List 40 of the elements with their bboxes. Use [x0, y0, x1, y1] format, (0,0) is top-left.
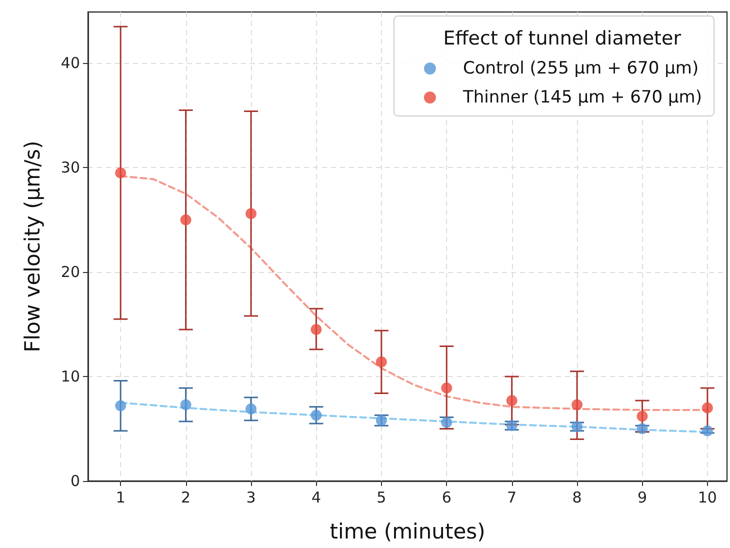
point	[506, 395, 518, 406]
legend-label: Thinner (145 µm + 670 µm)	[462, 88, 702, 108]
y-tick-label: 40	[60, 54, 80, 72]
x-tick-label: 7	[507, 488, 517, 506]
point	[376, 356, 387, 368]
x-tick-label: 8	[572, 488, 582, 506]
point	[376, 414, 387, 426]
point	[441, 417, 452, 428]
point	[636, 410, 648, 422]
legend-title: Effect of tunnel diameter	[443, 28, 682, 50]
point	[180, 214, 192, 226]
y-axis-title: Flow velocity (µm/s)	[20, 140, 44, 352]
point	[702, 402, 713, 414]
point	[572, 399, 583, 410]
x-tick-label: 1	[116, 488, 126, 506]
point	[636, 423, 648, 434]
legend-label: Control (255 µm + 670 µm)	[462, 58, 699, 78]
x-axis-title: time (minutes)	[330, 520, 486, 544]
point	[702, 425, 713, 436]
point	[310, 324, 322, 336]
x-tick-label: 10	[698, 488, 717, 506]
y-tick-label: 20	[60, 263, 80, 282]
point	[310, 410, 322, 421]
y-tick-label: 10	[60, 368, 80, 386]
x-tick-label: 9	[637, 488, 648, 506]
point	[180, 399, 192, 410]
point	[246, 208, 257, 220]
point	[115, 167, 126, 178]
point	[506, 420, 518, 432]
x-tick-label: 5	[376, 488, 386, 506]
point	[572, 421, 583, 432]
x-tick-label: 4	[311, 488, 321, 506]
point	[441, 382, 452, 394]
x-tick-label: 6	[442, 488, 452, 506]
x-tick-label: 3	[246, 488, 256, 506]
point	[115, 400, 126, 412]
point	[246, 403, 257, 414]
x-tick-label: 2	[181, 488, 191, 506]
y-tick-label: 0	[70, 472, 80, 490]
y-tick-label: 30	[60, 158, 80, 177]
